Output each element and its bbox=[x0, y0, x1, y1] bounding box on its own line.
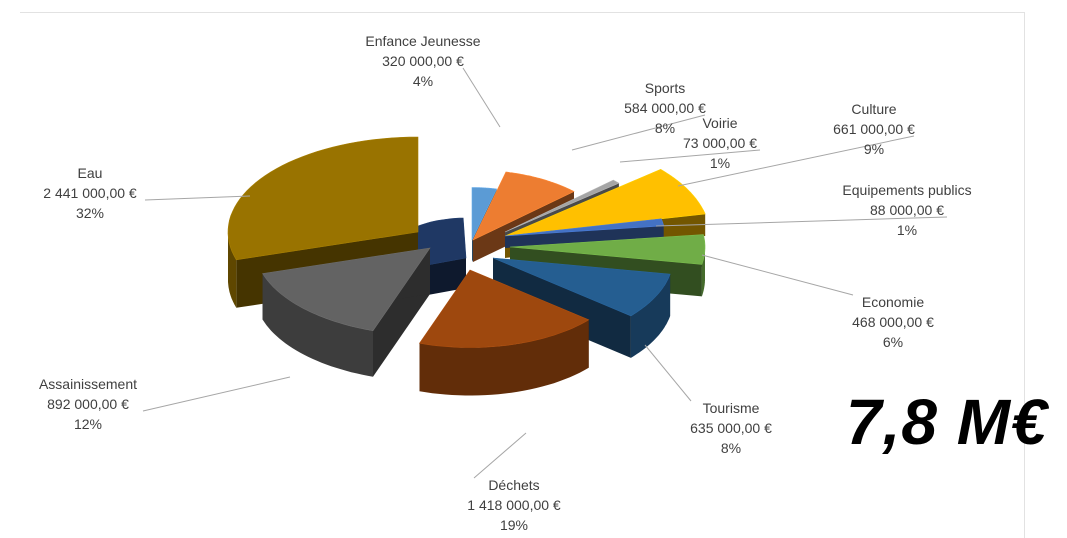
value-label-eau: 2 441 000,00 € bbox=[43, 185, 137, 201]
category-label-assainissement: Assainissement bbox=[39, 376, 137, 392]
value-label-assainissement: 892 000,00 € bbox=[47, 396, 129, 412]
percent-label-economie: 6% bbox=[883, 334, 903, 350]
percent-label-assainissement: 12% bbox=[74, 416, 102, 432]
percent-label-culture: 9% bbox=[864, 141, 884, 157]
category-label-culture: Culture bbox=[851, 101, 896, 117]
value-label-tourisme: 635 000,00 € bbox=[690, 420, 772, 436]
category-label-dechets: Déchets bbox=[488, 477, 539, 493]
value-label-enfance-jeunesse: 320 000,00 € bbox=[382, 53, 464, 69]
category-label-economie: Economie bbox=[862, 294, 924, 310]
category-label-eau: Eau bbox=[78, 165, 103, 181]
value-label-culture: 661 000,00 € bbox=[833, 121, 915, 137]
value-label-sports: 584 000,00 € bbox=[624, 100, 706, 116]
percent-label-eau: 32% bbox=[76, 205, 104, 221]
pie-slice-dechets bbox=[418, 269, 590, 396]
leader-line-tourisme bbox=[644, 344, 692, 402]
leader-line-assainissement bbox=[142, 376, 291, 412]
category-label-sports: Sports bbox=[645, 80, 685, 96]
category-label-tourisme: Tourisme bbox=[703, 400, 760, 416]
percent-label-voirie: 1% bbox=[710, 155, 730, 171]
leader-line-eau bbox=[144, 195, 251, 201]
value-label-dechets: 1 418 000,00 € bbox=[467, 497, 561, 513]
pie-slice-equipements-publics bbox=[504, 218, 665, 248]
chart-frame-top-border bbox=[20, 12, 1025, 13]
percent-label-dechets: 19% bbox=[500, 517, 528, 533]
leader-line-culture bbox=[677, 135, 915, 187]
leader-line-equipements-publics bbox=[655, 216, 948, 227]
value-label-economie: 468 000,00 € bbox=[852, 314, 934, 330]
percent-label-equipements-publics: 1% bbox=[897, 222, 917, 238]
category-label-voirie: Voirie bbox=[702, 115, 737, 131]
total-budget-label: 7,8 M€ bbox=[846, 386, 1048, 458]
leader-line-economie bbox=[701, 254, 854, 296]
pie-slice-assainissement bbox=[262, 247, 431, 377]
leader-line-sports bbox=[571, 114, 706, 151]
percent-label-sports: 8% bbox=[655, 120, 675, 136]
leader-line-dechets bbox=[473, 432, 527, 479]
leader-line-enfance-jeunesse bbox=[462, 67, 501, 128]
category-label-equipements-publics: Equipements publics bbox=[842, 182, 971, 198]
value-label-equipements-publics: 88 000,00 € bbox=[870, 202, 944, 218]
percent-label-enfance-jeunesse: 4% bbox=[413, 73, 433, 89]
category-label-enfance-jeunesse: Enfance Jeunesse bbox=[365, 33, 480, 49]
value-label-voirie: 73 000,00 € bbox=[683, 135, 757, 151]
percent-label-tourisme: 8% bbox=[721, 440, 741, 456]
chart-frame-right-border bbox=[1024, 12, 1025, 538]
leader-line-voirie bbox=[619, 149, 761, 163]
